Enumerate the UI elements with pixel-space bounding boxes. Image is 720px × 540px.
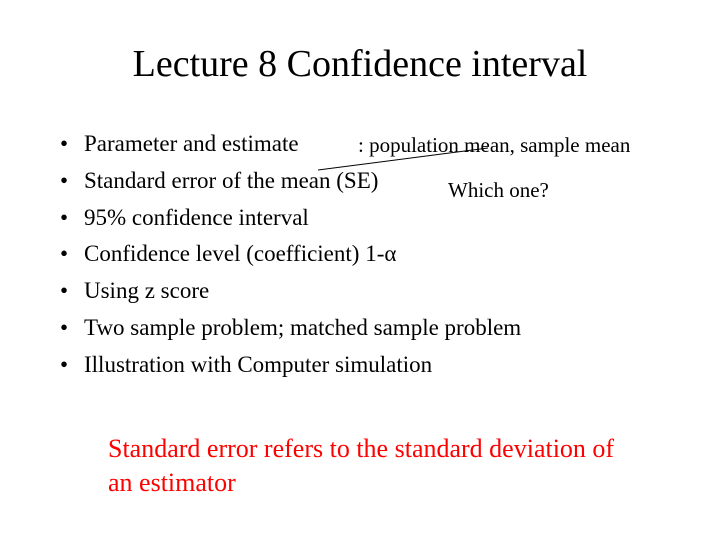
bullet-item-5: Two sample problem; matched sample probl… [60, 310, 720, 347]
slide-title: Lecture 8 Confidence interval [0, 0, 720, 86]
bullet-item-3-text: Confidence level (coefficient) 1- [84, 241, 384, 266]
alpha-symbol: α [384, 241, 396, 266]
annotation-which: Which one? [448, 178, 549, 203]
bullet-item-2: 95% confidence interval [60, 200, 720, 237]
annotation-population: : population mean, sample mean [358, 133, 630, 158]
bullet-item-6: Illustration with Computer simulation [60, 347, 720, 384]
footer-note: Standard error refers to the standard de… [108, 432, 638, 500]
bullet-item-4: Using z score [60, 273, 720, 310]
bullet-item-3: Confidence level (coefficient) 1-α [60, 236, 720, 273]
